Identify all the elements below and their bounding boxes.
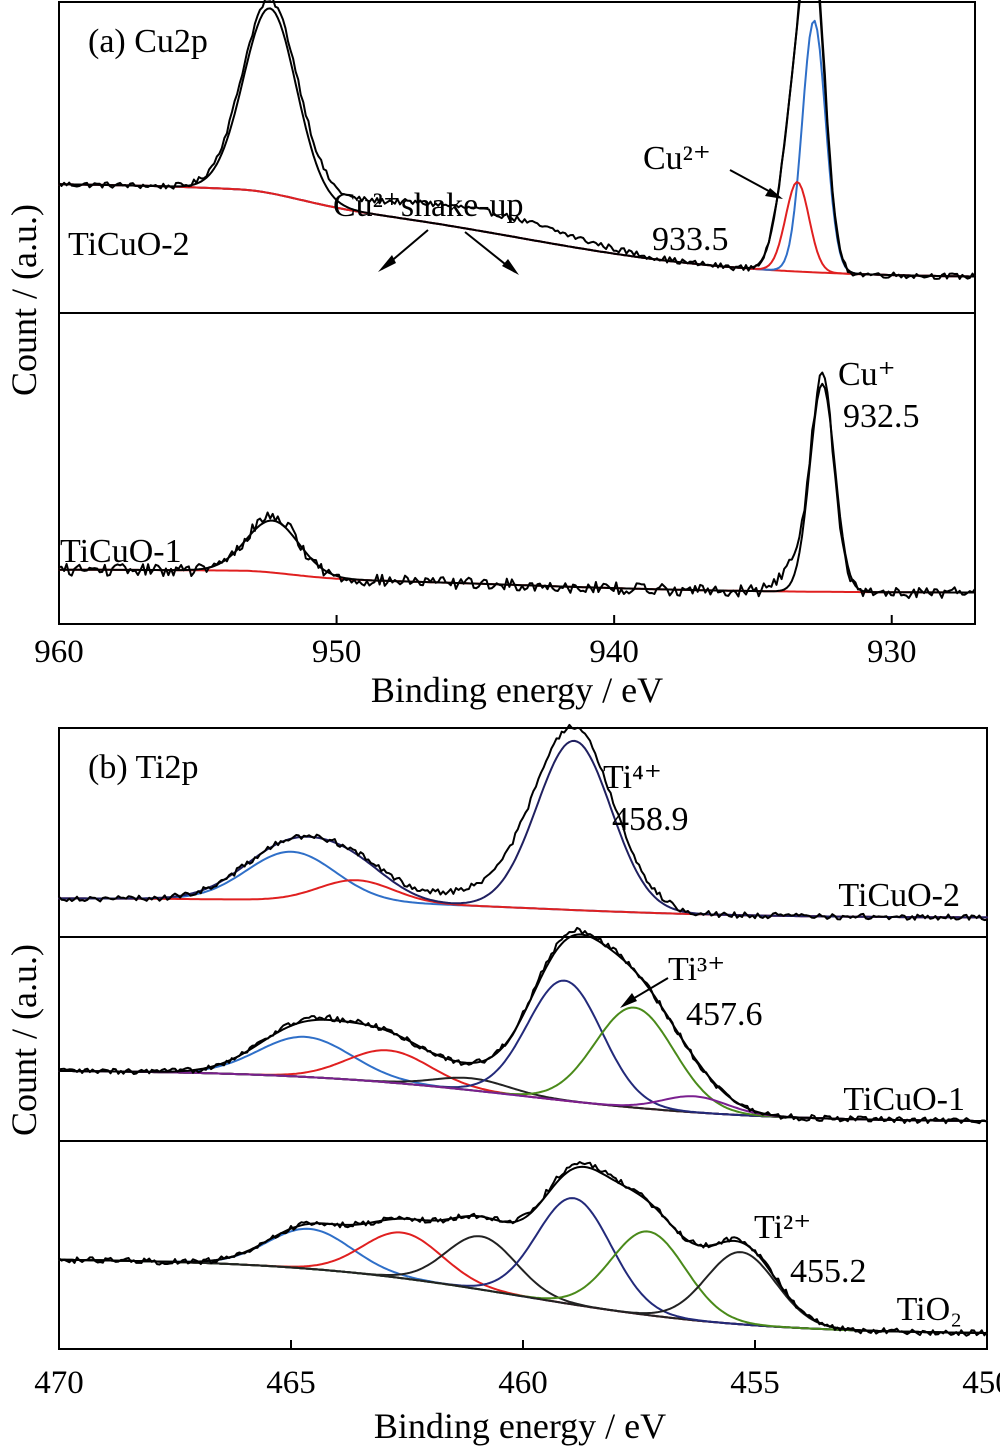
cu2p-cuplus-energy-label: 932.5: [843, 398, 920, 435]
cu2p-x-tick-label-930: 930: [867, 634, 917, 670]
cu2p-sample-label-ticuo-1: TiCuO-1: [60, 533, 182, 570]
ti2p-x-tick-label-465: 465: [266, 1365, 316, 1401]
cu2p-x-axis-label: Binding energy / eV: [371, 670, 663, 710]
cu2p-sample-label-ticuo-2: TiCuO-2: [68, 226, 190, 263]
ti2p-sample-label-tio2: TiO₂: [897, 1291, 962, 1328]
ti2p-ti2plus-label: Ti²⁺: [754, 1209, 811, 1246]
ti2p-x-tick-label-455: 455: [730, 1365, 780, 1401]
ti2p-curves: [58, 723, 988, 1337]
ti2p-ti4plus-label: Ti⁴⁺: [603, 759, 662, 796]
cu2p-cu2plus-arrowhead: [765, 188, 783, 199]
ti2p-sample-label-ticuo-1: TiCuO-1: [843, 1081, 965, 1118]
cu2p-curves: [58, 0, 976, 600]
cu2p-chart: 960 950 940 930 (a) Cu2p TiCuO-2 TiCuO-1 Cu…: [4, 0, 976, 710]
ti2p-x-ticks: 470 465 460 455 450: [34, 1340, 1000, 1401]
cu2p-cu2plus-label: Cu²⁺: [643, 140, 711, 177]
cu2p-shake-up-arrowhead-2: [502, 259, 519, 275]
ti2p-sample-label-ticuo-2: TiCuO-2: [838, 877, 960, 914]
cu2p-x-tick-label-940: 940: [589, 634, 639, 670]
cu2p-shake-up-label: Cu²⁺shake-up: [333, 187, 524, 224]
ti2p-ti3plus-energy-label: 457.6: [686, 996, 763, 1033]
cu2p-chart-title: (a) Cu2p: [88, 23, 208, 60]
cu2p-cuplus-label: Cu⁺: [838, 356, 896, 393]
cu2p-shake-up-arrowhead-1: [378, 255, 396, 272]
ti2p-chart: 470 465 460 455 450 (b) Ti2p TiCuO-2 TiCuO-1…: [4, 723, 1000, 1446]
cu2p-panel-1-envelope-curve-5: [58, 0, 976, 280]
ti2p-chart-title: (b) Ti2p: [88, 749, 199, 786]
ti2p-ti4plus-energy-label: 458.9: [612, 801, 689, 838]
ti2p-ti2plus-energy-label: 455.2: [790, 1253, 867, 1290]
ti2p-x-tick-label-470: 470: [34, 1365, 84, 1401]
cu2p-panel-2-fit-curve-2: [58, 382, 976, 594]
cu2p-panel-2-envelope-curve-3: [58, 371, 976, 600]
ti2p-panel-3-fit-curve-7: [58, 1165, 988, 1334]
ti2p-x-tick-label-460: 460: [498, 1365, 548, 1401]
ti2p-x-axis-label: Binding energy / eV: [374, 1406, 666, 1446]
cu2p-y-axis-label: Count / (a.u.): [4, 204, 44, 396]
ti2p-panel-1-envelope-curve-4: [58, 723, 988, 922]
cu2p-x-tick-label-950: 950: [312, 634, 362, 670]
cu2p-x-tick-label-960: 960: [34, 634, 84, 670]
ti2p-panel-1-fit-curve-3: [58, 739, 988, 919]
ti2p-ti3plus-label: Ti³⁺: [668, 951, 725, 988]
cu2p-x-ticks: 960 950 940 930: [34, 615, 916, 670]
ti2p-ti3plus-arrowhead: [620, 993, 637, 1008]
ti2p-panel-2-envelope-curve-8: [58, 926, 988, 1125]
ti2p-y-axis-label: Count / (a.u.): [4, 944, 44, 1136]
ti2p-panel-3-envelope-curve-8: [58, 1161, 988, 1337]
ti2p-x-tick-label-450: 450: [962, 1365, 1000, 1401]
cu2p-cu2plus-energy-label: 933.5: [652, 221, 729, 258]
